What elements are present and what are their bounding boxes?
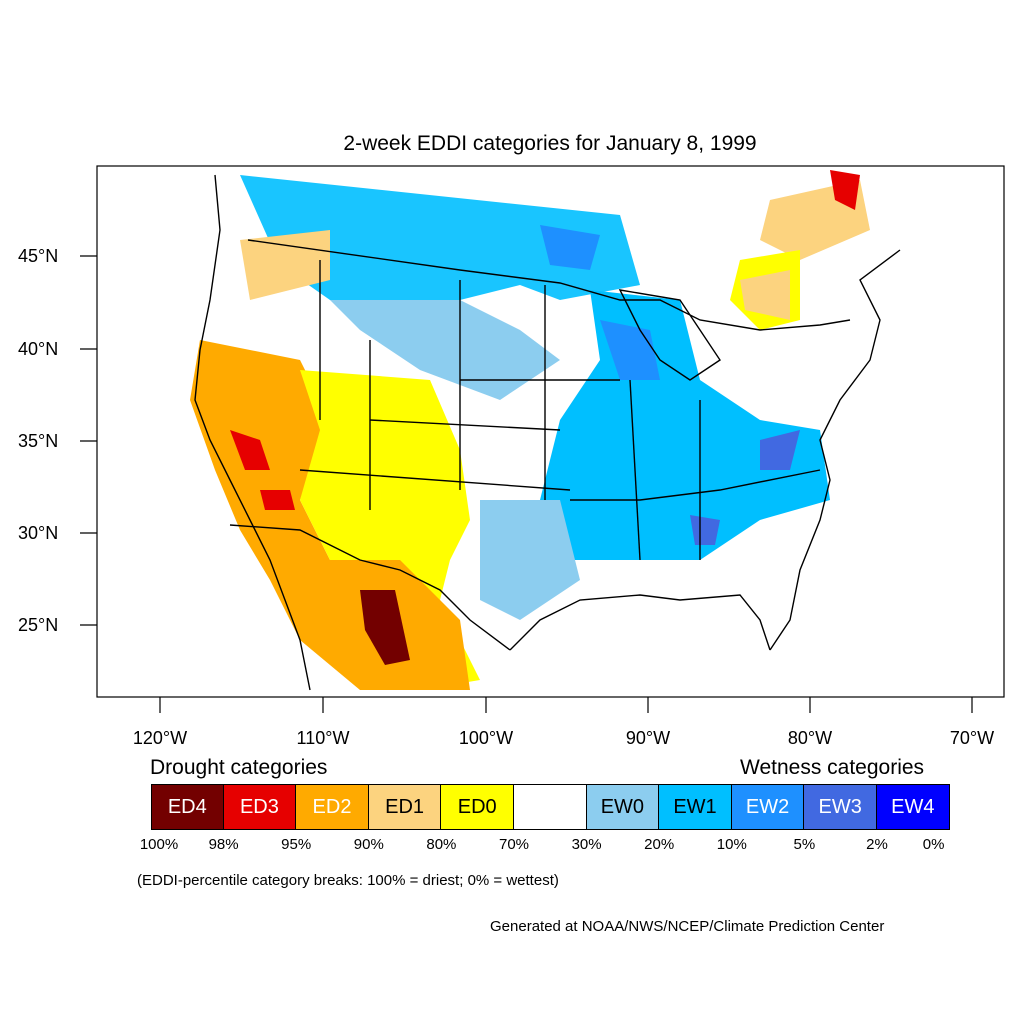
legend-break-label: 30% xyxy=(571,836,602,853)
lon-label-80: 80°W xyxy=(787,728,833,748)
lat-label-25: 25°N xyxy=(18,615,59,635)
state-line-6 xyxy=(369,419,561,431)
category-fill-layer xyxy=(190,170,870,690)
lon-label-100: 100°W xyxy=(458,728,514,748)
legend-break-label: 95% xyxy=(281,836,312,853)
legend-box-ed2: ED2 xyxy=(296,784,369,830)
map-border xyxy=(96,165,1005,698)
state-line-5 xyxy=(299,469,571,491)
legend-drought-heading: Drought categories xyxy=(150,756,328,779)
legend-box-normal xyxy=(514,784,587,830)
map-title: 2-week EDDI categories for January 8, 19… xyxy=(343,132,757,155)
legend-box-ed4: ED4 xyxy=(151,784,224,830)
legend-wetness-heading: Wetness categories xyxy=(740,756,925,779)
legend-break-label: 5% xyxy=(793,836,816,853)
lon-label-120: 120°W xyxy=(132,728,188,748)
wet-region-midwest-deep xyxy=(600,320,660,380)
lat-label-30: 30°N xyxy=(18,523,59,543)
legend-box-ed1: ED1 xyxy=(368,784,442,830)
legend-break-label: 90% xyxy=(353,836,384,853)
great-lakes xyxy=(618,289,721,381)
credit-line: Generated at NOAA/NWS/NCEP/Climate Predi… xyxy=(490,918,885,935)
wet-region-north-light xyxy=(330,300,560,400)
legend-box-ew4: EW4 xyxy=(877,784,950,830)
legend-box-ew0: EW0 xyxy=(586,784,660,830)
dry-region-ed3-ca xyxy=(230,430,270,470)
lat-label-35: 35°N xyxy=(18,431,59,451)
dry-region-ne-ed1 xyxy=(740,270,790,320)
wet-region-east xyxy=(760,430,800,470)
legend-break-label: 80% xyxy=(426,836,457,853)
legend-break-label: 0% xyxy=(922,836,945,853)
legend-break-label: 70% xyxy=(498,836,530,853)
wet-region-north-deep xyxy=(540,225,600,270)
legend-note: (EDDI-percentile category breaks: 100% =… xyxy=(137,872,559,889)
state-line-9 xyxy=(629,379,641,561)
legend-box-ed3: ED3 xyxy=(223,784,297,830)
legend-break-label: 10% xyxy=(716,836,747,853)
lon-label-90: 90°W xyxy=(625,728,671,748)
lat-label-45: 45°N xyxy=(18,246,59,266)
legend-break-label: 98% xyxy=(208,836,239,853)
wet-region-light-south xyxy=(480,500,580,620)
dry-region-ne-ed3 xyxy=(830,170,860,210)
axis-ticks xyxy=(80,255,973,713)
east-coast xyxy=(769,249,901,651)
dry-region-ed1-nw xyxy=(240,230,330,300)
legend-box-ew2: EW2 xyxy=(731,784,805,830)
dry-region-ed4-mexico xyxy=(360,590,410,665)
legend-box-ew3: EW3 xyxy=(804,784,877,830)
legend-box-ew1: EW1 xyxy=(659,784,732,830)
legend-break-label: 100% xyxy=(139,836,179,853)
legend-box-ed0: ED0 xyxy=(441,784,514,830)
lat-label-40: 40°N xyxy=(18,339,59,359)
boundary-lines xyxy=(194,174,901,691)
wet-region-north xyxy=(240,175,640,320)
legend-break-label: 20% xyxy=(644,836,675,853)
gulf-coast xyxy=(509,594,771,651)
state-line-8 xyxy=(570,469,821,501)
lon-label-110: 110°W xyxy=(296,728,350,748)
us-mexico-border xyxy=(229,524,511,651)
wet-region-midwest xyxy=(540,290,830,560)
dry-region-ed3-az xyxy=(260,490,295,510)
lon-label-70: 70°W xyxy=(949,728,995,748)
wet-region-southeast xyxy=(690,515,720,545)
us-canada-border xyxy=(247,239,851,331)
legend-break-label: 2% xyxy=(866,836,888,853)
west-coast xyxy=(194,174,311,691)
